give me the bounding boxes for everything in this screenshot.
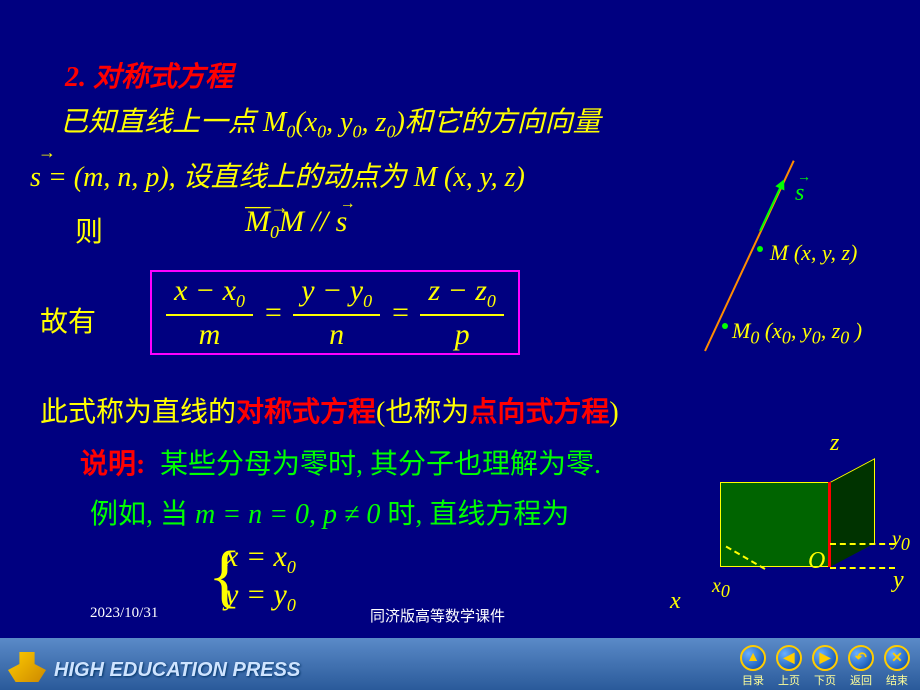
direction-vector-arrow: [759, 181, 784, 232]
axis-y-label: y: [893, 567, 904, 594]
vector-arrow-icon: ──→: [245, 197, 289, 218]
nav-back-button[interactable]: ↶ 返回: [848, 645, 874, 688]
note-text: 某些分母为零时, 其分子也理解为零.: [160, 442, 601, 482]
parallel-expr: ──→M0M // →s: [245, 205, 347, 243]
fraction: x − x0 m: [166, 274, 253, 352]
math: s = (m, n, p),: [30, 162, 183, 193]
text: 例如, 当: [90, 499, 195, 530]
text: (也称为: [376, 397, 469, 428]
text: 此式称为直线的: [40, 397, 236, 428]
footer-bar: HIGH EDUCATION PRESS ▲ 目录 ◀ 上页 ▶ 下页 ↶ 返回…: [0, 638, 920, 690]
term-symmetric: 对称式方程: [236, 397, 376, 428]
text-line-5: 此式称为直线的对称式方程(也称为点向式方程): [40, 390, 619, 430]
math: M (x, y, z): [414, 162, 525, 193]
point-m0-label: M0 (x0, y0, z0 ): [732, 318, 862, 348]
dashed-line: [830, 543, 895, 545]
point-m: [757, 246, 763, 252]
axis-x-label: x: [670, 588, 681, 615]
nav-label: 上页: [778, 672, 800, 688]
prev-icon: ◀: [776, 645, 802, 671]
cube-diagram: z O y x y0 x0: [660, 430, 920, 630]
equation-box: x − x0 m = y − y0 n = z − z0 p: [150, 270, 520, 355]
text: 设直线上的动点为: [183, 162, 414, 193]
course-name: 同济版高等数学课件: [370, 605, 505, 626]
text-hence: 故有: [40, 300, 96, 340]
text: 和它的方向向量: [405, 107, 601, 138]
next-icon: ▶: [812, 645, 838, 671]
text: 时, 直线方程为: [380, 499, 569, 530]
eq-row: y = y0: [225, 578, 296, 616]
example-text: 例如, 当 m = n = 0, p ≠ 0 时, 直线方程为: [90, 492, 569, 532]
nav-toc-button[interactable]: ▲ 目录: [740, 645, 766, 688]
equals-sign: =: [390, 296, 410, 330]
nav-label: 结束: [886, 672, 908, 688]
nav-label: 返回: [850, 672, 872, 688]
y0-label: y0: [892, 528, 910, 555]
text-then: 则: [75, 210, 103, 250]
slide-content: 2. 对称式方程 已知直线上一点 M0(x0, y0, z0)和它的方向向量 →…: [0, 0, 920, 690]
fraction: z − z0 p: [420, 274, 504, 352]
origin-label: O: [808, 548, 825, 575]
note-label: 说明:: [80, 442, 145, 482]
logo-icon: [8, 652, 46, 682]
publisher-name: HIGH EDUCATION PRESS: [54, 659, 300, 682]
nav-buttons: ▲ 目录 ◀ 上页 ▶ 下页 ↶ 返回 ✕ 结束: [740, 645, 910, 688]
nav-label: 下页: [814, 672, 836, 688]
vector-arrow-icon: →: [340, 195, 356, 213]
equation-system: x = x0 y = y0: [225, 540, 296, 616]
point-m-label: M (x, y, z): [770, 240, 857, 266]
red-line: [828, 482, 831, 567]
toc-icon: ▲: [740, 645, 766, 671]
text: ): [609, 397, 618, 428]
cube-side-face: [830, 458, 875, 567]
term-point-direction: 点向式方程: [469, 397, 609, 428]
text-line-2: s = (m, n, p), 设直线上的动点为 M (x, y, z): [30, 155, 525, 195]
back-icon: ↶: [848, 645, 874, 671]
nav-label: 目录: [742, 672, 764, 688]
heading: 2. 对称式方程: [65, 55, 233, 95]
text: 已知直线上一点: [60, 107, 263, 138]
axis-z-label: z: [830, 430, 839, 457]
line-diagram: →s M (x, y, z) M0 (x0, y0, z0 ): [695, 150, 905, 370]
close-icon: ✕: [884, 645, 910, 671]
vector-s-label: →s: [795, 180, 804, 207]
text-line-1: 已知直线上一点 M0(x0, y0, z0)和它的方向向量: [60, 100, 601, 143]
eq-row: x = x0: [225, 540, 296, 578]
nav-prev-button[interactable]: ◀ 上页: [776, 645, 802, 688]
math: M0(x0, y0, z0): [263, 107, 405, 138]
nav-next-button[interactable]: ▶ 下页: [812, 645, 838, 688]
equals-sign: =: [263, 296, 283, 330]
fraction: y − y0 n: [293, 274, 380, 352]
date-text: 2023/10/31: [90, 605, 158, 622]
math: m = n = 0, p ≠ 0: [195, 499, 380, 530]
point-m0: [722, 323, 728, 329]
x0-label: x0: [712, 575, 730, 602]
nav-end-button[interactable]: ✕ 结束: [884, 645, 910, 688]
publisher-logo: HIGH EDUCATION PRESS: [8, 652, 300, 682]
dashed-line: [830, 567, 895, 569]
